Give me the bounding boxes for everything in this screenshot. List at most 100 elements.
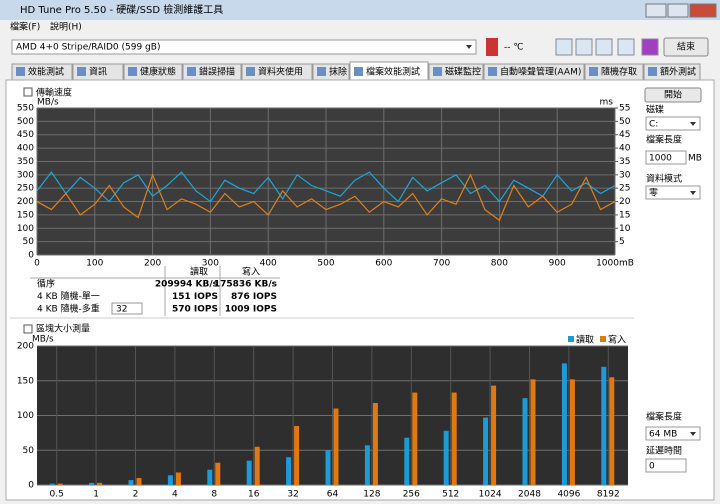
tab-icon [433, 67, 442, 76]
bar [57, 483, 63, 485]
write-result: 1009 IOPS [225, 305, 277, 315]
bar [451, 392, 457, 485]
tool-btn[interactable] [595, 38, 613, 56]
legend-label: 寫入 [608, 334, 626, 346]
tab-label: 自動噪聲管理(AAM) [500, 66, 581, 78]
mode-select[interactable] [645, 185, 701, 200]
tab-icon [589, 67, 598, 76]
legend-swatch [600, 336, 606, 342]
field-label: 延遲時間 [646, 445, 682, 457]
dropdown-arrow [690, 122, 696, 126]
tab-label: 健康狀態 [140, 66, 176, 78]
checkbox[interactable] [23, 87, 33, 97]
maximize[interactable] [667, 3, 689, 18]
y-tick-label: 200 [17, 342, 34, 352]
queue-spin[interactable] [111, 302, 143, 315]
y-tick-label: 150 [17, 210, 34, 220]
bar [412, 392, 418, 485]
tool-btn[interactable] [641, 38, 659, 56]
bar [128, 480, 134, 485]
tab-icon [246, 67, 255, 76]
bar [601, 366, 607, 485]
y2-tick-label: 5 [619, 237, 625, 247]
x-tick-label: 512 [442, 490, 459, 500]
y-tick-label: 100 [17, 411, 34, 421]
tab-icon [488, 67, 497, 76]
y2-tick-label: 45 [619, 130, 630, 140]
row-label: 4 KB 隨機-多重 [37, 303, 100, 315]
tab-label: 額外測試 [660, 66, 696, 78]
bar [561, 363, 567, 485]
bar [404, 437, 410, 485]
chart-title: 傳輸速度 [36, 87, 72, 99]
checkbox[interactable] [23, 324, 33, 334]
mode-value: 零 [649, 188, 658, 199]
y-tick-label: 150 [17, 376, 34, 386]
y2-tick-label: 20 [619, 197, 631, 207]
x-tick-label: 1024 [479, 490, 502, 500]
window-title: HD Tune Pro 5.50 - 硬碟/SSD 檢測維護工具 [20, 3, 223, 16]
field-label: 磁碟 [646, 104, 664, 116]
write-result: 175836 KB/s [214, 280, 277, 290]
x-tick-label: 200 [144, 259, 161, 269]
bar [522, 398, 528, 485]
x-tick-label: 400 [260, 259, 277, 269]
x-tick-label: 700 [433, 259, 450, 269]
field-label: 資料模式 [646, 173, 682, 185]
tab-icon [648, 67, 657, 76]
tool-btn[interactable] [617, 38, 635, 56]
x-tick-label: 100 [86, 259, 103, 269]
tool-btn[interactable] [555, 38, 573, 56]
disk-select[interactable] [645, 116, 701, 131]
close[interactable] [689, 3, 717, 18]
x-tick-label: 16 [248, 490, 260, 500]
title-bar [0, 0, 720, 20]
y-tick-label: 550 [17, 104, 34, 114]
bar [372, 402, 378, 485]
x-tick-label: 64 [327, 490, 339, 500]
disk-value: C: [649, 120, 658, 130]
y-tick-label: 200 [17, 197, 34, 207]
tool-btn[interactable] [575, 38, 593, 56]
y-tick-label: 400 [17, 144, 34, 154]
field-label: 檔案長度 [646, 411, 682, 423]
file-length-input[interactable] [645, 150, 687, 165]
tab-label: 資訊 [89, 66, 107, 78]
exit-button[interactable] [663, 37, 709, 57]
delay-input[interactable] [645, 458, 687, 473]
menu-help[interactable]: 說明(H) [50, 21, 82, 33]
y2-tick-label: 10 [619, 224, 631, 234]
col-header: 讀取 [190, 266, 208, 278]
y2-tick-label: 25 [619, 184, 630, 194]
tab-label: 效能測試 [28, 66, 64, 78]
x-tick-label: 500 [317, 259, 334, 269]
y-axis-label: MB/s [32, 335, 54, 345]
line-series [36, 171, 616, 203]
y-tick-label: 50 [23, 237, 35, 247]
file-length: 1000 [649, 154, 672, 164]
block-select[interactable] [645, 426, 701, 441]
y2-tick-label: 40 [619, 144, 631, 154]
tab-icon [77, 67, 86, 76]
bar [333, 408, 339, 485]
y-axis-label: MB/s [37, 98, 59, 108]
bar [167, 475, 173, 485]
x-tick-label: 2 [133, 490, 139, 500]
tab-icon [187, 67, 196, 76]
bar [294, 425, 300, 485]
y-tick-label: 0 [28, 251, 34, 261]
temp-icon [486, 38, 498, 56]
bar [254, 446, 260, 485]
row-label: 循序 [37, 278, 55, 290]
start-button[interactable] [644, 87, 702, 103]
bar [569, 379, 575, 485]
x-tick-label: 4 [172, 490, 178, 500]
drive-select[interactable] [11, 39, 477, 55]
bar [609, 377, 615, 485]
minimize[interactable] [645, 3, 667, 18]
y2-tick-label: 30 [619, 170, 631, 180]
bar [215, 462, 221, 485]
x-tick-label: 0.5 [50, 490, 64, 500]
menu-file[interactable]: 檔案(F) [10, 21, 40, 33]
